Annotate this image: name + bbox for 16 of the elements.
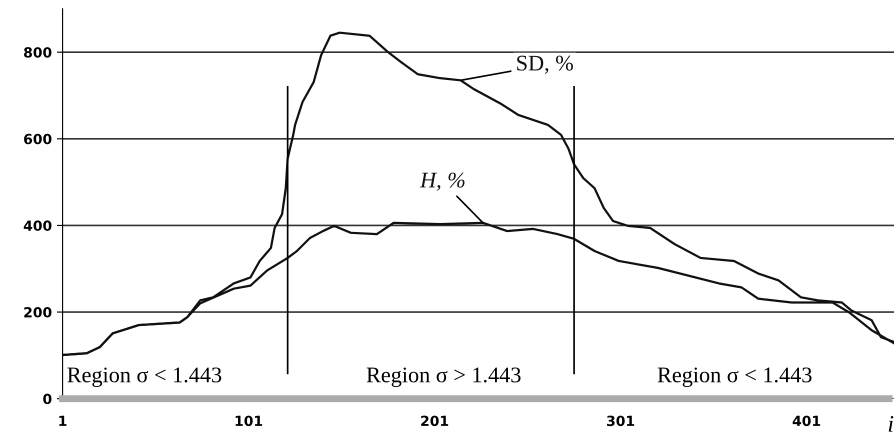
- x-tick-label: 401: [792, 416, 820, 426]
- y-tick-label: 200: [24, 307, 52, 318]
- x-axis-title: i: [888, 416, 894, 432]
- series-label: SD, %: [517, 56, 573, 74]
- x-tick-label: 301: [607, 416, 634, 426]
- annotation: Region σ > 1.443: [366, 367, 521, 388]
- y-tick-label: 600: [24, 134, 52, 144]
- y-tick-label: 0: [43, 394, 52, 404]
- y-tick-label: 800: [24, 47, 52, 58]
- series-label: H, %: [420, 172, 464, 191]
- annotation: Region σ < 1.443: [658, 367, 812, 388]
- x-tick-label: 1: [59, 416, 66, 426]
- annotation: Region σ < 1.443: [67, 367, 222, 388]
- y-tick-label: 400: [24, 220, 52, 231]
- x-tick-label: 201: [421, 416, 448, 426]
- x-tick-label: 101: [236, 416, 262, 426]
